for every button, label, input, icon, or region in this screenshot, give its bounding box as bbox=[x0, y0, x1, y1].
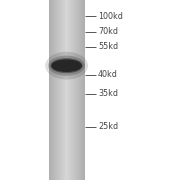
Bar bbox=[62, 0, 63, 180]
Bar bbox=[77, 0, 78, 180]
Bar bbox=[64, 0, 65, 180]
Bar bbox=[73, 0, 74, 180]
Text: 40kd: 40kd bbox=[98, 70, 118, 79]
Bar bbox=[50, 0, 51, 180]
Text: 70kd: 70kd bbox=[98, 27, 118, 36]
Bar bbox=[55, 0, 56, 180]
Bar bbox=[68, 0, 69, 180]
Text: 35kd: 35kd bbox=[98, 89, 118, 98]
Bar bbox=[56, 0, 57, 180]
Bar bbox=[68, 0, 69, 180]
Text: 55kd: 55kd bbox=[98, 42, 118, 51]
Bar bbox=[76, 0, 77, 180]
Bar bbox=[55, 0, 56, 180]
Bar bbox=[67, 0, 68, 180]
Bar bbox=[80, 0, 81, 180]
Bar bbox=[80, 0, 81, 180]
Ellipse shape bbox=[48, 56, 85, 76]
Bar bbox=[53, 0, 54, 180]
Bar bbox=[58, 0, 59, 180]
Bar bbox=[81, 0, 82, 180]
Bar bbox=[59, 0, 60, 180]
Bar bbox=[65, 0, 66, 180]
Bar bbox=[52, 0, 53, 180]
Bar bbox=[74, 0, 75, 180]
Bar bbox=[65, 0, 66, 180]
Bar bbox=[62, 0, 63, 180]
Bar bbox=[73, 0, 74, 180]
Ellipse shape bbox=[45, 52, 88, 80]
Bar bbox=[74, 0, 75, 180]
Ellipse shape bbox=[51, 58, 83, 73]
Bar bbox=[67, 0, 68, 180]
Bar bbox=[82, 0, 83, 180]
Bar bbox=[69, 0, 70, 180]
Bar bbox=[70, 0, 71, 180]
Bar bbox=[49, 0, 50, 180]
Bar bbox=[71, 0, 72, 180]
Bar bbox=[51, 0, 52, 180]
Bar bbox=[56, 0, 57, 180]
Bar bbox=[63, 0, 64, 180]
Bar bbox=[49, 0, 50, 180]
Bar bbox=[59, 0, 60, 180]
Bar bbox=[61, 0, 62, 180]
Bar bbox=[78, 0, 79, 180]
Bar bbox=[52, 0, 53, 180]
Text: 100kd: 100kd bbox=[98, 12, 123, 21]
Bar bbox=[66, 0, 67, 180]
Bar bbox=[71, 0, 72, 180]
Bar bbox=[83, 0, 84, 180]
Bar bbox=[64, 0, 65, 180]
Bar bbox=[60, 0, 61, 180]
Ellipse shape bbox=[51, 59, 82, 72]
Bar bbox=[77, 0, 78, 180]
Bar bbox=[75, 0, 76, 180]
Bar bbox=[53, 0, 54, 180]
Bar bbox=[61, 0, 62, 180]
Text: 25kd: 25kd bbox=[98, 122, 118, 131]
Bar bbox=[57, 0, 58, 180]
Bar bbox=[79, 0, 80, 180]
Bar bbox=[82, 0, 83, 180]
Bar bbox=[84, 0, 85, 180]
Bar bbox=[79, 0, 80, 180]
Bar bbox=[83, 0, 84, 180]
Bar bbox=[50, 0, 51, 180]
Bar bbox=[70, 0, 71, 180]
Bar bbox=[54, 0, 55, 180]
Bar bbox=[72, 0, 73, 180]
